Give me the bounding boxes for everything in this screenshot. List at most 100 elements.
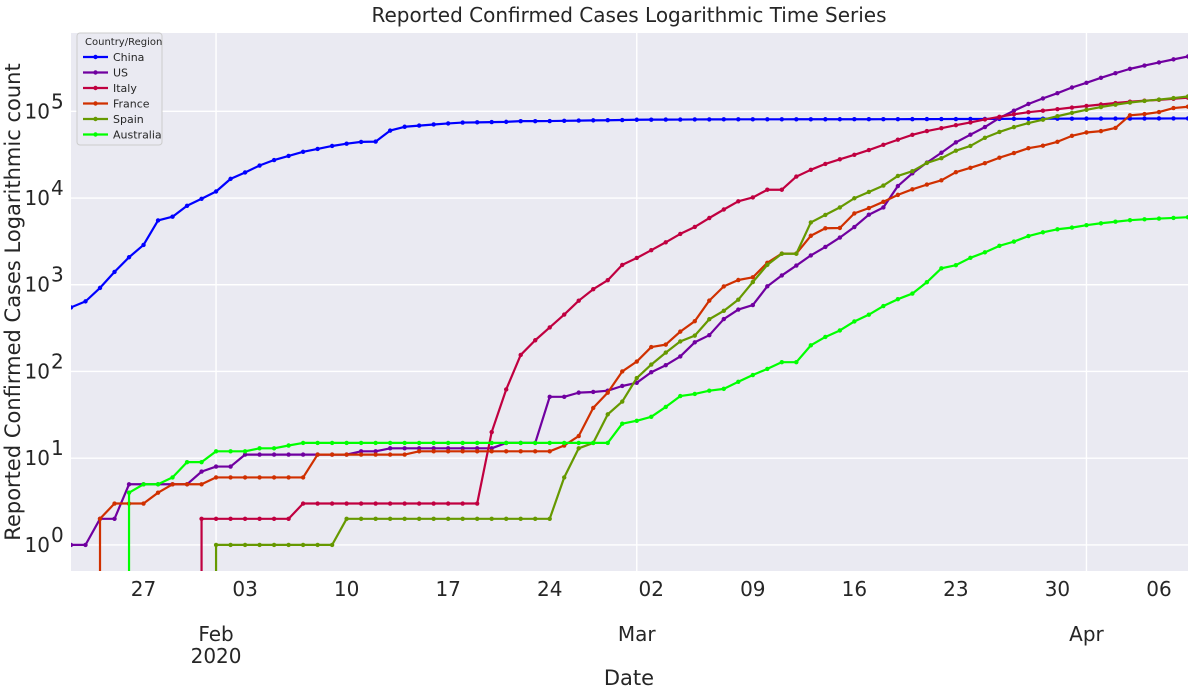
data-point: [939, 178, 944, 183]
data-point: [765, 117, 770, 122]
data-point: [1127, 218, 1133, 223]
data-point: [895, 173, 901, 179]
data-point: [416, 501, 422, 506]
data-point: [402, 501, 407, 506]
data-point: [837, 117, 843, 122]
data-point: [634, 255, 639, 261]
legend-marker: [93, 132, 98, 137]
data-point: [707, 298, 712, 303]
data-point: [750, 195, 756, 200]
data-point: [736, 307, 741, 312]
legend-title: Country/Region: [85, 37, 162, 48]
data-point: [170, 475, 175, 480]
data-point: [1011, 116, 1017, 122]
data-point: [634, 359, 639, 364]
data-point: [634, 418, 639, 423]
legend: Country/Region China US Italy France Spain Au…: [76, 32, 163, 146]
data-point: [242, 452, 248, 457]
data-point: [837, 205, 843, 210]
data-point: [489, 446, 494, 451]
data-point: [547, 118, 552, 124]
data-point: [518, 440, 523, 446]
data-point: [126, 482, 132, 487]
data-point: [1171, 105, 1176, 111]
data-point: [953, 169, 959, 175]
data-point: [387, 501, 393, 506]
data-point: [1055, 227, 1060, 232]
series-line: [200, 96, 1188, 571]
data-point: [1127, 66, 1133, 72]
data-point: [547, 394, 552, 400]
data-point: [953, 116, 959, 122]
data-point: [213, 464, 219, 469]
data-point: [213, 449, 219, 454]
data-point: [1113, 125, 1118, 131]
data-point: [663, 404, 668, 410]
data-point: [765, 366, 770, 372]
data-point: [373, 440, 378, 446]
data-point: [634, 375, 639, 381]
data-point: [721, 386, 726, 392]
legend-label: China: [113, 51, 144, 64]
data-point: [1156, 97, 1162, 102]
data-point: [416, 440, 422, 446]
data-point: [1069, 133, 1075, 139]
data-point: [344, 501, 349, 506]
data-point: [242, 542, 248, 548]
data-point: [503, 449, 509, 454]
data-point: [765, 187, 770, 192]
data-point: [721, 207, 726, 212]
data-point: [1069, 105, 1075, 110]
data-point: [155, 490, 161, 495]
data-point: [1185, 54, 1188, 59]
data-point: [1040, 143, 1046, 148]
data-point: [533, 516, 538, 521]
data-point: [605, 412, 610, 417]
data-point: [445, 446, 451, 451]
data-point: [402, 452, 407, 457]
data-point: [112, 516, 117, 521]
data-point: [852, 319, 857, 324]
data-point: [866, 189, 872, 195]
data-point: [649, 248, 654, 253]
data-point: [199, 516, 204, 521]
legend-label: Australia: [113, 129, 162, 142]
data-point: [823, 244, 828, 250]
data-point: [1069, 225, 1075, 230]
data-point: [808, 253, 814, 258]
data-point: [329, 452, 335, 457]
data-point: [141, 242, 146, 248]
data-point: [257, 542, 262, 548]
legend-marker: [93, 101, 98, 106]
data-point: [329, 143, 335, 149]
x-month-label: Feb: [198, 622, 233, 646]
y-tick-label: 10: [25, 533, 50, 557]
data-point: [562, 440, 567, 446]
data-point: [721, 308, 726, 314]
data-point: [503, 516, 509, 521]
data-point: [576, 118, 581, 123]
data-point: [416, 123, 422, 128]
legend-marker: [93, 70, 98, 75]
x-tick-label: 10: [334, 577, 359, 601]
data-point: [837, 225, 843, 231]
data-point: [823, 334, 828, 340]
data-point: [1098, 116, 1104, 121]
y-tick-label: 10: [25, 446, 50, 470]
data-point: [1084, 222, 1089, 228]
data-point: [213, 189, 219, 194]
data-point: [387, 516, 393, 521]
data-point: [184, 203, 190, 208]
plot-background: [71, 33, 1188, 571]
data-point: [271, 542, 277, 548]
data-point: [895, 297, 901, 302]
data-point: [823, 226, 828, 231]
data-point: [924, 160, 930, 166]
data-point: [707, 117, 712, 122]
data-point: [692, 224, 697, 230]
data-point: [286, 443, 291, 448]
data-point: [170, 482, 175, 487]
data-point: [924, 279, 930, 285]
data-point: [808, 343, 814, 348]
data-point: [257, 452, 262, 457]
